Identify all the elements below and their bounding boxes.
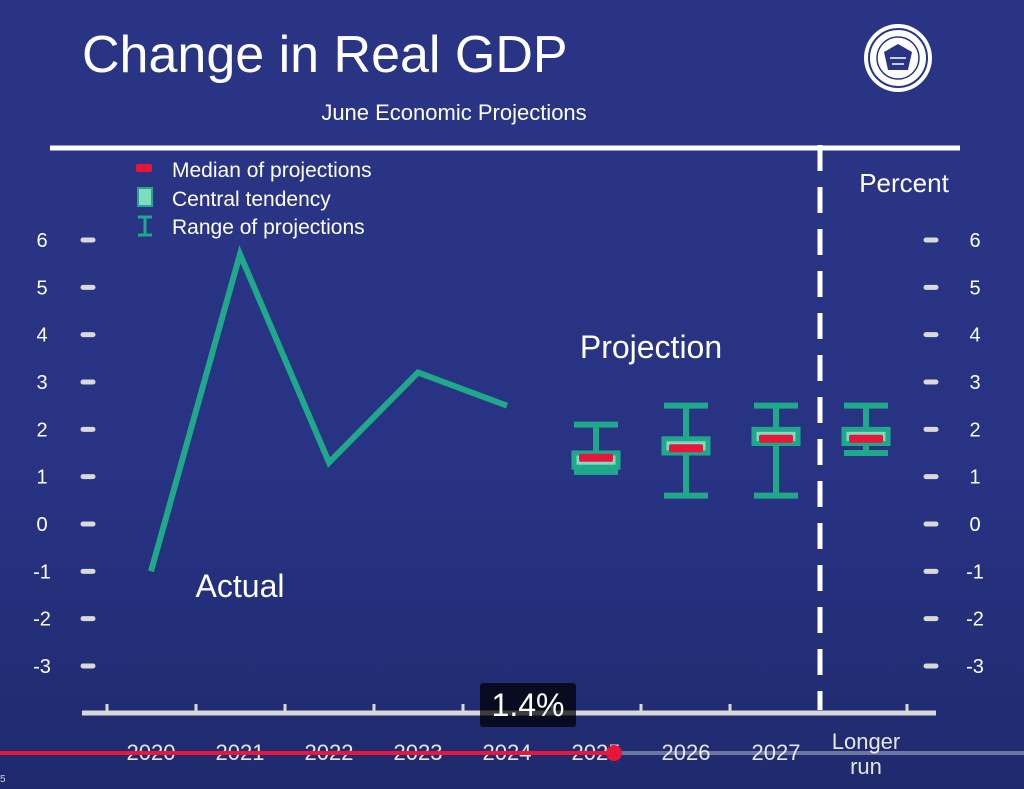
projection-label: Projection bbox=[580, 329, 722, 365]
y-tick-label-right: -1 bbox=[966, 561, 984, 583]
y-tick-label-right: 6 bbox=[969, 230, 980, 252]
y-tick-label-right: 1 bbox=[969, 467, 980, 489]
y-tick-label-left: 0 bbox=[36, 514, 47, 536]
median-marker bbox=[759, 434, 793, 443]
median-marker bbox=[849, 434, 883, 443]
y-tick-label-left: 6 bbox=[36, 230, 47, 252]
y-tick-label-right: 2 bbox=[969, 419, 980, 441]
y-tick-label-right: -2 bbox=[966, 609, 984, 631]
federal-reserve-seal-icon bbox=[864, 24, 932, 92]
chart-subtitle: June Economic Projections bbox=[321, 100, 586, 125]
projection-longer-run bbox=[841, 402, 891, 456]
y-tick-label-right: -3 bbox=[966, 656, 984, 678]
y-tick-label-right: 3 bbox=[969, 372, 980, 394]
y-tick-label-left: 4 bbox=[36, 325, 47, 347]
video-progress-fill bbox=[0, 751, 615, 755]
x-tick-label: 2027 bbox=[752, 740, 801, 765]
chart-title: Change in Real GDP bbox=[82, 26, 568, 84]
legend-median-label: Median of projections bbox=[172, 159, 372, 182]
y-tick-label-left: -2 bbox=[33, 609, 51, 631]
actual-series-line bbox=[148, 245, 509, 573]
video-progress-knob[interactable] bbox=[606, 745, 623, 761]
legend-range-label: Range of projections bbox=[172, 216, 365, 239]
legend-range-swatch bbox=[138, 215, 152, 237]
y-tick-label-left: 3 bbox=[36, 372, 47, 394]
y-tick-label-left: 2 bbox=[36, 419, 47, 441]
legend-median-swatch bbox=[136, 164, 152, 172]
y-tick-label-left: 1 bbox=[36, 467, 47, 489]
y-tick-label-left: -3 bbox=[33, 656, 51, 678]
legend: Median of projections Central tendency R… bbox=[136, 159, 372, 239]
y-tick-label-right: 0 bbox=[969, 514, 980, 536]
x-tick-label: run bbox=[850, 754, 882, 779]
projection-2026 bbox=[661, 402, 711, 499]
video-caption: 1.4% bbox=[480, 683, 576, 727]
x-tick-label: Longer bbox=[832, 729, 901, 754]
video-progress-bar[interactable] bbox=[0, 751, 1024, 755]
units-label: Percent bbox=[859, 168, 949, 198]
actual-label: Actual bbox=[196, 568, 285, 604]
video-time-stub: 5 bbox=[0, 774, 6, 785]
projection-2025 bbox=[571, 421, 621, 475]
projection-2027 bbox=[751, 402, 801, 499]
x-tick-label: 2026 bbox=[662, 740, 711, 765]
y-tick-label-right: 5 bbox=[969, 277, 980, 299]
y-tick-label-left: 5 bbox=[36, 277, 47, 299]
legend-central-swatch bbox=[137, 187, 153, 207]
y-tick-label-left: -1 bbox=[33, 561, 51, 583]
legend-central-label: Central tendency bbox=[172, 188, 331, 211]
median-marker bbox=[579, 453, 613, 462]
y-tick-label-right: 4 bbox=[969, 325, 980, 347]
median-marker bbox=[669, 444, 703, 453]
